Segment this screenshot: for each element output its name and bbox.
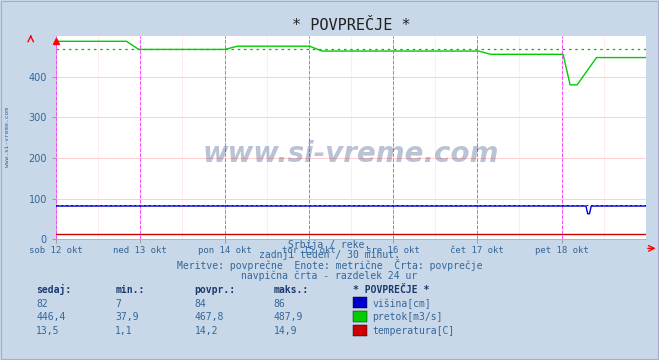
Title: * POVPREČJE *: * POVPREČJE * bbox=[291, 18, 411, 33]
Text: zadnji teden / 30 minut.: zadnji teden / 30 minut. bbox=[259, 251, 400, 261]
Text: povpr.:: povpr.: bbox=[194, 285, 235, 296]
Text: 14,2: 14,2 bbox=[194, 326, 218, 336]
Text: 13,5: 13,5 bbox=[36, 326, 60, 336]
Text: 1,1: 1,1 bbox=[115, 326, 133, 336]
Text: temperatura[C]: temperatura[C] bbox=[372, 326, 455, 336]
Text: 84: 84 bbox=[194, 299, 206, 309]
Text: pretok[m3/s]: pretok[m3/s] bbox=[372, 312, 443, 323]
Text: višina[cm]: višina[cm] bbox=[372, 298, 431, 309]
Text: 86: 86 bbox=[273, 299, 285, 309]
Text: www.si-vreme.com: www.si-vreme.com bbox=[5, 107, 11, 167]
Text: sedaj:: sedaj: bbox=[36, 284, 71, 296]
Text: * POVPREČJE *: * POVPREČJE * bbox=[353, 285, 429, 296]
Text: navpična črta - razdelek 24 ur: navpična črta - razdelek 24 ur bbox=[241, 270, 418, 281]
Text: 7: 7 bbox=[115, 299, 121, 309]
Text: min.:: min.: bbox=[115, 285, 145, 296]
Text: www.si-vreme.com: www.si-vreme.com bbox=[203, 140, 499, 168]
Text: 487,9: 487,9 bbox=[273, 312, 303, 323]
Text: 82: 82 bbox=[36, 299, 48, 309]
Text: maks.:: maks.: bbox=[273, 285, 308, 296]
Text: 467,8: 467,8 bbox=[194, 312, 224, 323]
Text: 37,9: 37,9 bbox=[115, 312, 139, 323]
Text: Srbija / reke.: Srbija / reke. bbox=[289, 240, 370, 251]
Text: 14,9: 14,9 bbox=[273, 326, 297, 336]
Text: Meritve: povprečne  Enote: metrične  Črta: povprečje: Meritve: povprečne Enote: metrične Črta:… bbox=[177, 258, 482, 271]
Text: 446,4: 446,4 bbox=[36, 312, 66, 323]
